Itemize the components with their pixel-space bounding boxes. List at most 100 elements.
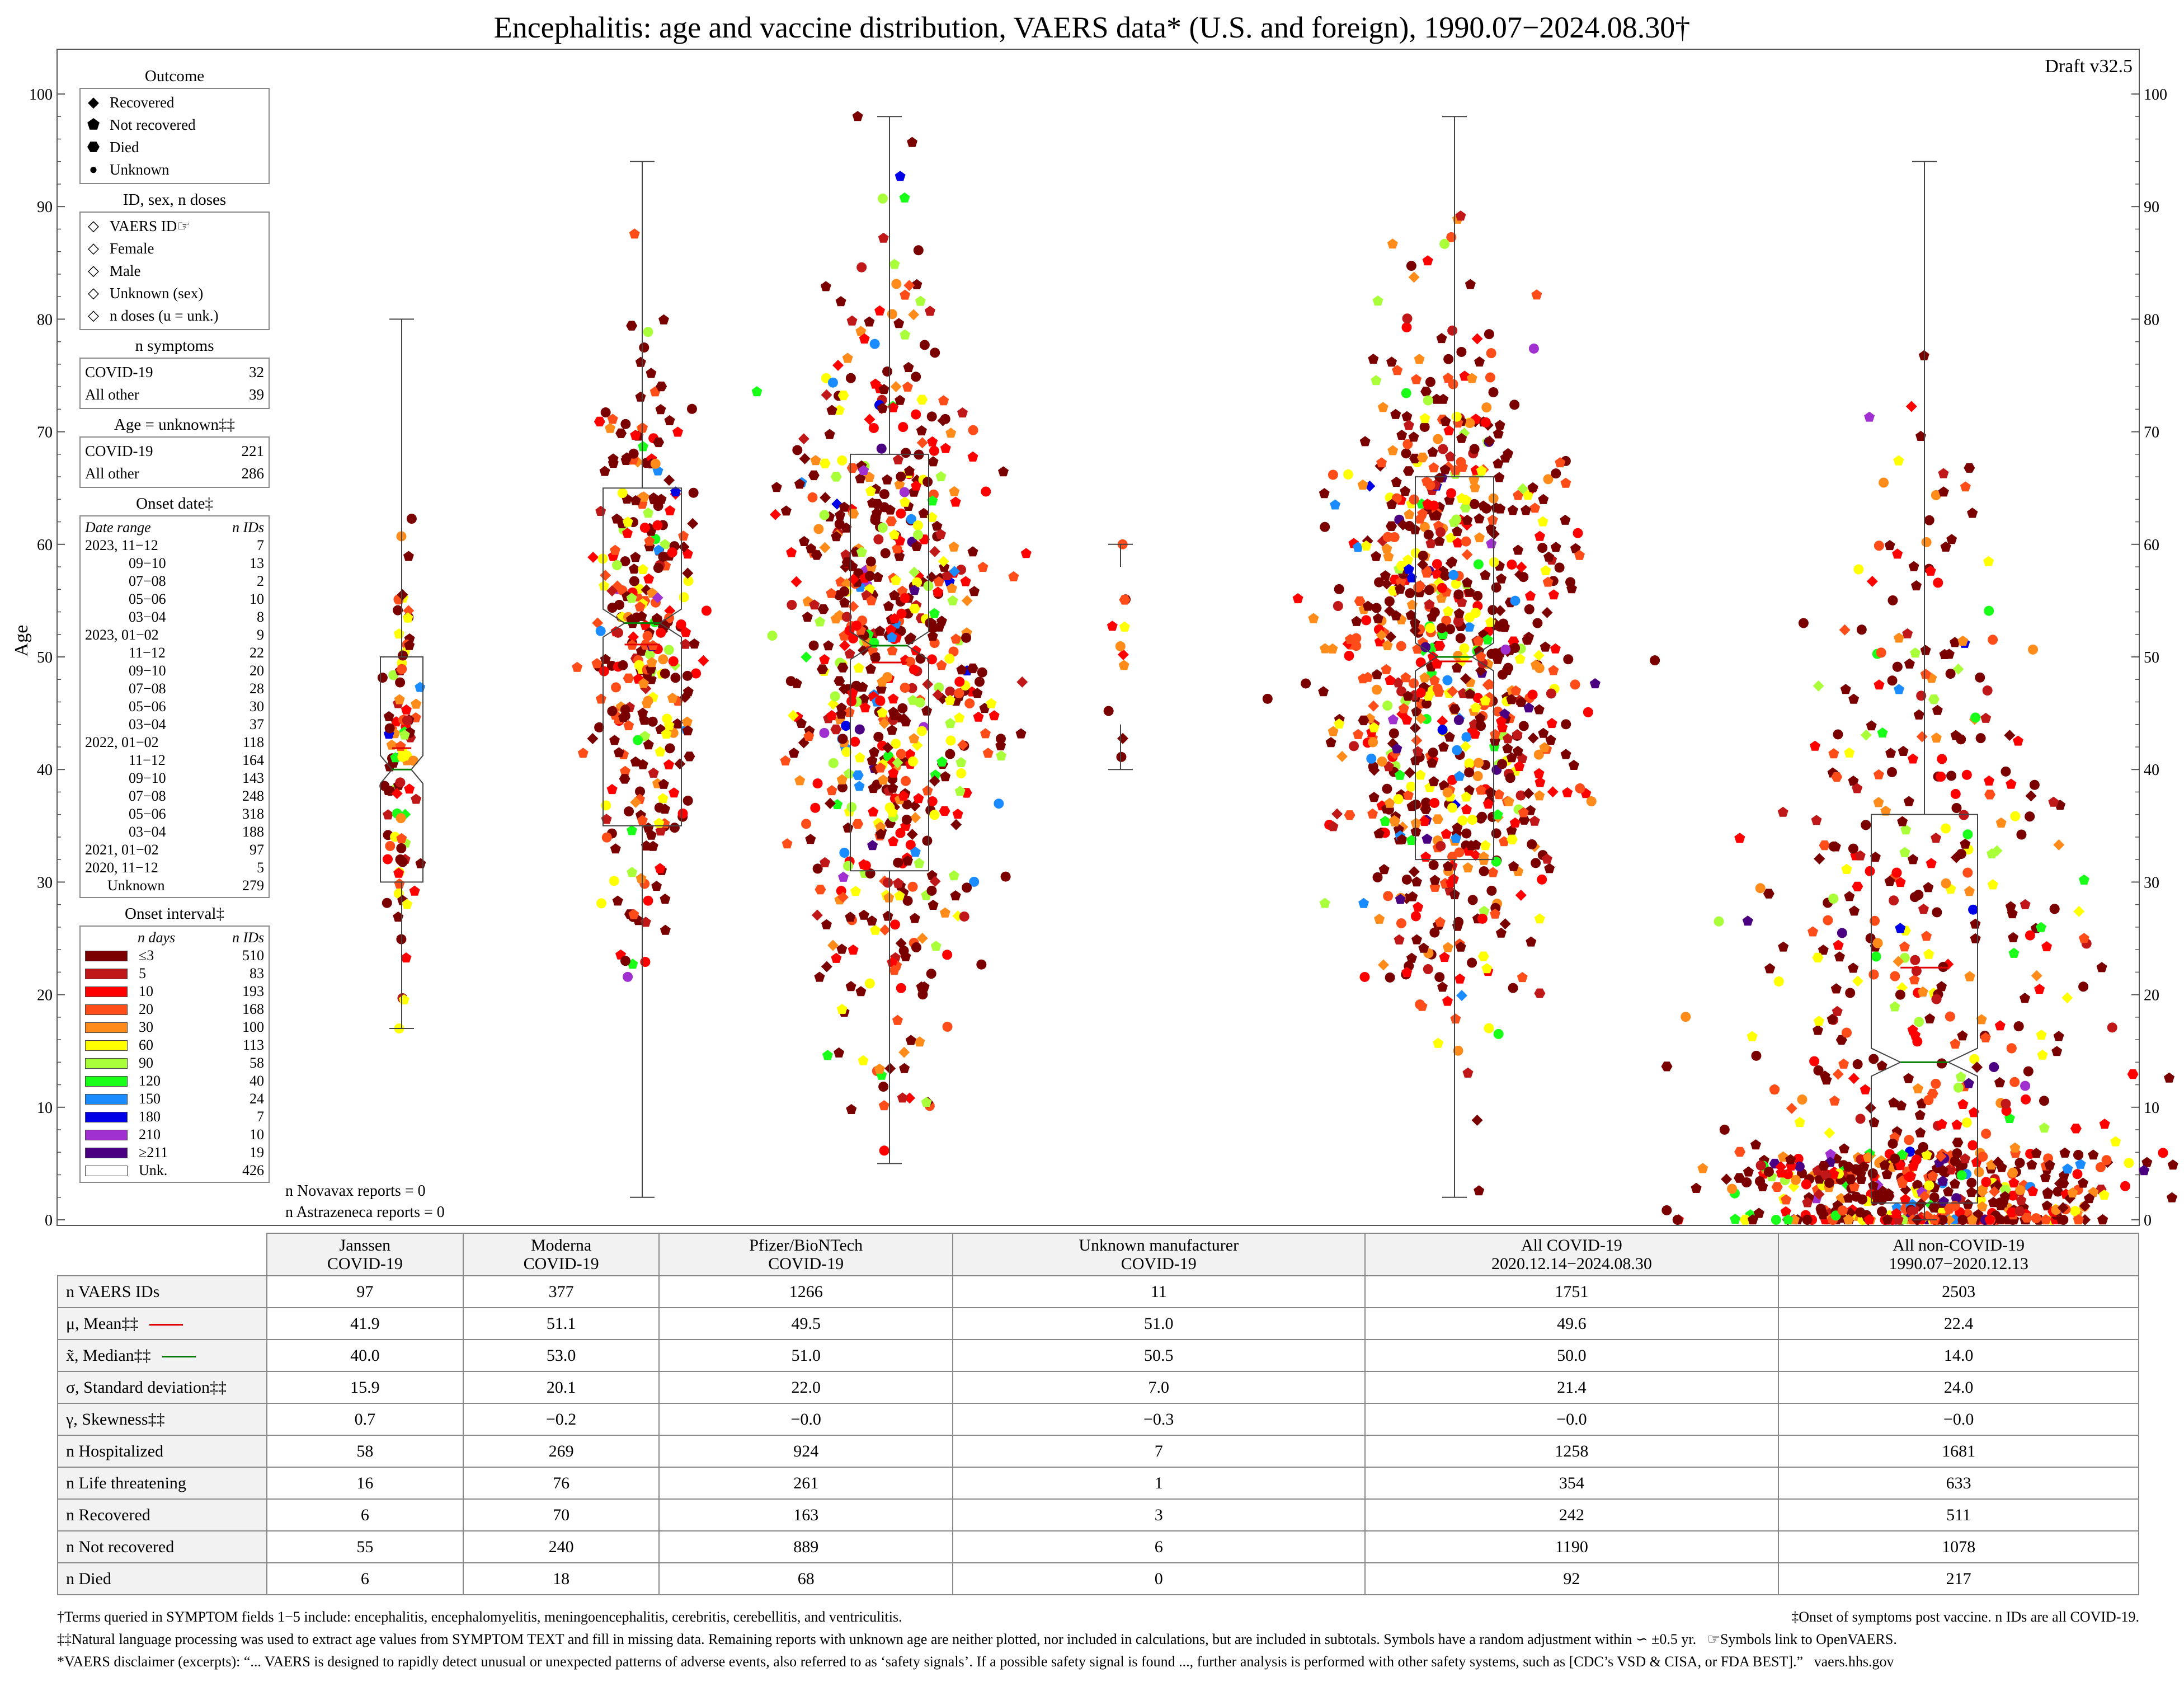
data-point: [635, 786, 646, 797]
onset-date-range: 07−08: [129, 680, 166, 697]
data-point: [830, 472, 842, 482]
data-point: [656, 494, 667, 504]
data-point: [1512, 729, 1523, 740]
data-point: [1479, 905, 1490, 916]
data-point: [1843, 1214, 1854, 1225]
data-point: [1918, 1141, 1928, 1152]
data-point: [1574, 549, 1585, 560]
data-point: [998, 466, 1009, 477]
data-point: [806, 543, 817, 553]
column-header: Moderna COVID-19: [462, 1233, 660, 1276]
data-point: [1957, 1030, 1968, 1041]
data-point: [1982, 685, 1993, 696]
onset-date-range: 05−06: [129, 806, 166, 822]
data-point: [1743, 1166, 1754, 1177]
data-point: [1865, 866, 1875, 876]
data-point: [1495, 927, 1507, 938]
data-point: [606, 585, 618, 596]
data-point: [1531, 858, 1541, 868]
data-point: [1386, 356, 1397, 367]
data-point: [1421, 698, 1432, 709]
data-point: [864, 316, 875, 327]
data-point: [1469, 499, 1480, 509]
data-point: [2070, 1124, 2082, 1134]
data-point: [1422, 255, 1433, 266]
data-point: [1864, 411, 1875, 422]
data-point: [819, 542, 831, 553]
data-point: [976, 959, 987, 970]
data-point: [819, 510, 830, 520]
data-point: [592, 617, 604, 629]
data-point: [1532, 618, 1543, 628]
data-point: [672, 426, 684, 437]
data-point: [1442, 675, 1453, 685]
data-point: [1921, 931, 1932, 941]
data-point: [1351, 616, 1362, 626]
data-point: [1911, 1154, 1922, 1165]
data-point: [1401, 322, 1412, 332]
table-header-row: Janssen COVID-19 Moderna COVID-19 Pfizer/B…: [58, 1233, 2139, 1276]
data-point: [1433, 687, 1444, 697]
data-point: [2051, 1046, 2063, 1056]
data-point: [2073, 1150, 2084, 1161]
data-point: [1721, 1173, 1733, 1185]
data-point: [836, 702, 847, 713]
data-point: [1480, 695, 1491, 706]
data-point: [907, 683, 917, 693]
data-point: [1541, 853, 1552, 864]
data-point: [1474, 758, 1484, 768]
data-point: [1945, 669, 1956, 679]
data-point: [1493, 1028, 1504, 1039]
data-point: [1503, 448, 1514, 458]
data-point: [1992, 1156, 2004, 1168]
onset-date-title: Onset date‡: [136, 495, 213, 513]
data-point: [1874, 541, 1884, 551]
id-item: VAERS ID☞: [110, 217, 191, 234]
data-point: [1480, 417, 1491, 427]
data-point: [1385, 972, 1395, 983]
onset-date-legend: Date range n IDs 2023, 11−12 7 09−10 13 07−08…: [79, 515, 270, 898]
onset-interval-title: Onset interval‡: [125, 905, 224, 923]
data-point: [969, 586, 980, 596]
data-point: [1529, 815, 1540, 826]
data-point: [644, 535, 655, 546]
y-tick-label-left: 10: [37, 1100, 53, 1117]
data-point: [687, 518, 699, 529]
data-point: [952, 809, 963, 819]
data-point: [894, 479, 905, 490]
data-point: [2021, 1094, 2031, 1105]
data-point: [1844, 891, 1855, 901]
id-item: Female: [110, 239, 154, 257]
data-point: [1833, 729, 1843, 740]
data-point: [1381, 543, 1392, 554]
data-point: [1118, 660, 1129, 670]
data-point: [1523, 702, 1535, 713]
data-point: [995, 734, 1006, 744]
data-point: [1461, 732, 1472, 743]
data-point: [909, 585, 920, 595]
data-point: [893, 857, 903, 868]
table-row: n Not recovered 55 240 889 6 1190 1078: [57, 1530, 2139, 1563]
data-point: [652, 520, 663, 530]
data-point: [812, 863, 823, 874]
data-point: [1318, 686, 1329, 697]
data-point: [841, 522, 852, 533]
data-point: [812, 778, 823, 789]
data-point: [1499, 836, 1509, 847]
data-point: [658, 551, 669, 562]
table-cell: 511: [1778, 1498, 2139, 1531]
data-point: [667, 692, 678, 703]
data-point: [1357, 673, 1368, 684]
data-point: [1896, 1100, 1907, 1111]
data-point: [1785, 1154, 1796, 1164]
data-point: [639, 342, 649, 353]
data-point: [600, 570, 611, 581]
data-point: [1391, 493, 1402, 504]
data-point: [1469, 482, 1480, 492]
data-point: [1477, 951, 1489, 961]
data-point: [954, 712, 965, 723]
data-point: [655, 746, 666, 757]
data-point: [865, 556, 876, 567]
data-point: [1429, 927, 1440, 938]
data-point: [396, 813, 406, 824]
